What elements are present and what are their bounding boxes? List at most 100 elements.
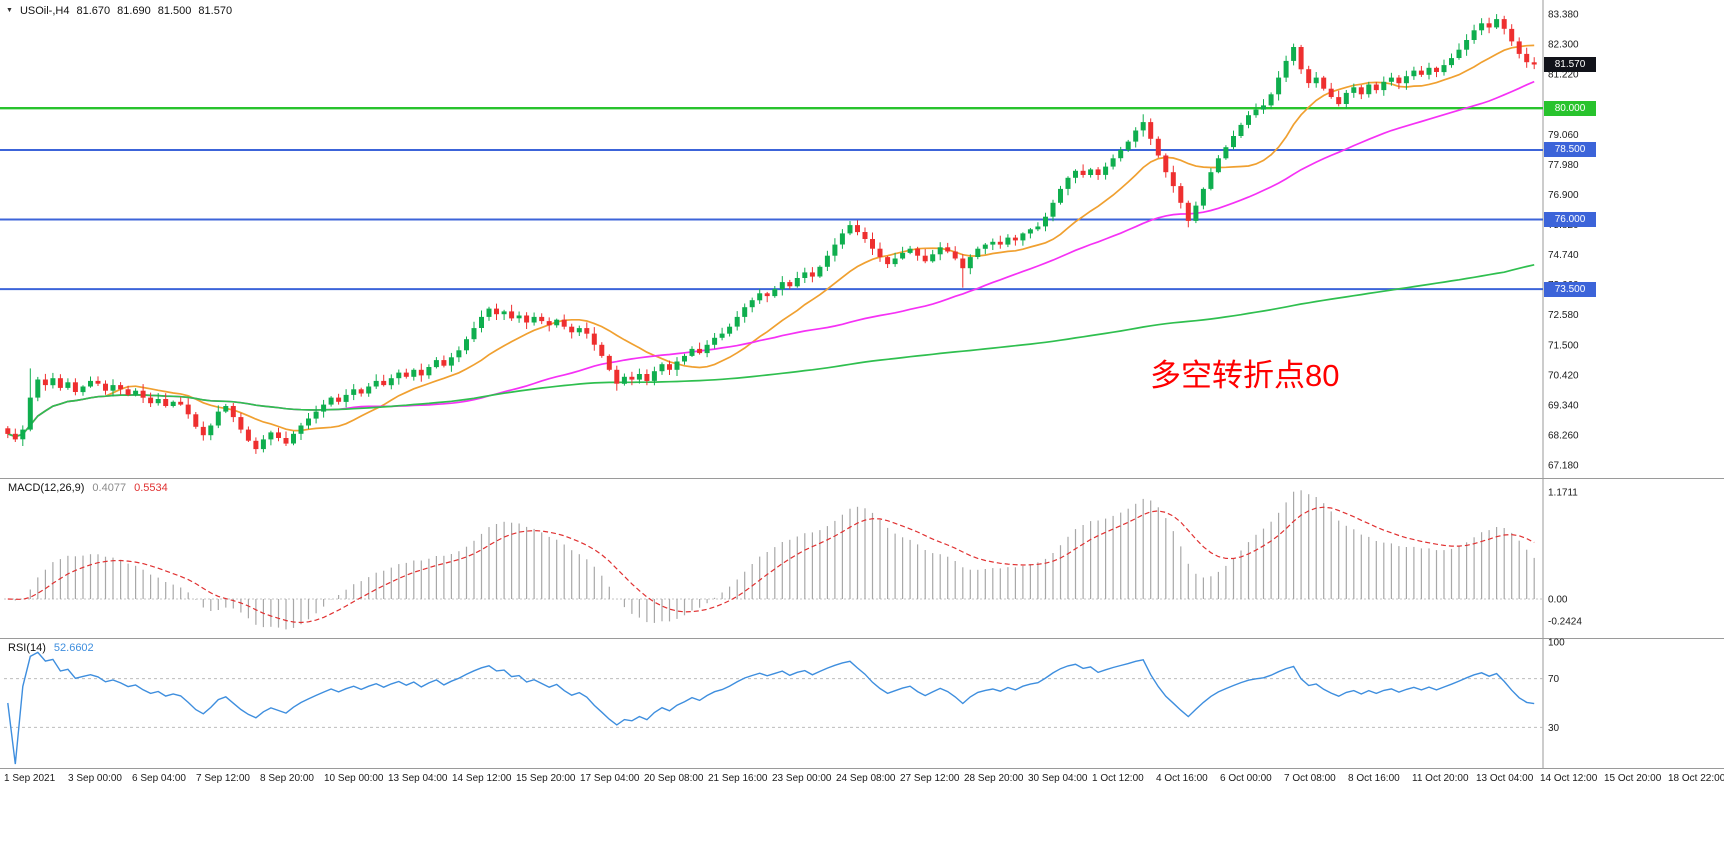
candle-body xyxy=(245,429,251,441)
candle-body xyxy=(1005,237,1011,245)
current-price-badge: 81.570 xyxy=(1544,56,1596,72)
candle-body xyxy=(42,379,48,386)
time-axis-label: 11 Oct 20:00 xyxy=(1412,773,1469,784)
candle-body xyxy=(471,328,477,340)
candle-body xyxy=(1238,124,1244,136)
candle-body xyxy=(1027,229,1033,234)
candle-body xyxy=(809,272,815,277)
candle-body xyxy=(1464,40,1470,50)
rsi-axis-label: 30 xyxy=(1548,723,1560,734)
candle-body xyxy=(441,360,447,366)
time-axis-label: 14 Sep 12:00 xyxy=(452,773,512,784)
candle-body xyxy=(118,385,124,390)
symbol-timeframe-label: USOil-,H4 xyxy=(19,5,70,17)
candle-body xyxy=(253,440,259,450)
candle-body xyxy=(1343,92,1349,104)
macd-main-value: 0.4077 xyxy=(92,482,127,494)
symbol-dropdown-icon[interactable]: ▼ xyxy=(6,6,13,14)
candle-body xyxy=(539,316,545,322)
candle-body xyxy=(1516,41,1522,54)
candle-body xyxy=(1509,28,1515,42)
candle-body xyxy=(291,433,296,444)
candle-body xyxy=(839,233,845,245)
candle-body xyxy=(1283,60,1289,78)
candle-body xyxy=(238,417,244,430)
candle-body xyxy=(313,411,319,419)
candle-body xyxy=(1148,122,1154,139)
candle-body xyxy=(1125,141,1131,150)
price-axis-label: 72.580 xyxy=(1548,310,1579,321)
candle-body xyxy=(584,328,590,334)
candle-body xyxy=(148,397,154,404)
candle-body xyxy=(388,378,394,386)
candle-body xyxy=(1095,169,1101,175)
rsi-value: 52.6602 xyxy=(53,642,94,654)
candle-body xyxy=(922,255,928,262)
candle-body xyxy=(546,321,552,326)
annotation-text[interactable]: 多空转折点80 xyxy=(1150,358,1340,393)
candle-body xyxy=(215,411,221,426)
candle-body xyxy=(1058,188,1063,203)
candle-body xyxy=(824,255,830,267)
candle-body xyxy=(1103,166,1109,175)
candle-body xyxy=(95,380,101,384)
candle-body xyxy=(1118,149,1124,159)
price-axis-label: 71.500 xyxy=(1548,340,1579,351)
candle-body xyxy=(20,429,26,440)
rsi-axis-label: 70 xyxy=(1548,674,1560,685)
candle-body xyxy=(411,369,417,377)
candle-body xyxy=(967,257,973,269)
candle-body xyxy=(1449,58,1454,66)
candle-body xyxy=(223,406,229,412)
candle-body xyxy=(659,364,665,372)
ohlc-open-value: 81.670 xyxy=(76,5,111,17)
candle-body xyxy=(1223,147,1229,159)
candle-body xyxy=(418,369,424,376)
time-axis-label: 14 Oct 12:00 xyxy=(1540,773,1598,784)
candle-body xyxy=(1494,19,1500,28)
candle-body xyxy=(12,433,18,440)
candle-body xyxy=(103,383,108,391)
candle-body xyxy=(1065,177,1071,189)
candle-body xyxy=(140,390,146,398)
candle-body xyxy=(479,316,484,328)
candle-body xyxy=(1231,136,1236,148)
price-axis-label: 69.340 xyxy=(1548,400,1579,411)
candle-body xyxy=(667,364,672,370)
candle-body xyxy=(674,361,680,370)
candle-body xyxy=(757,293,763,301)
candle-body xyxy=(351,389,357,395)
candle-body xyxy=(990,241,996,245)
candle-body xyxy=(494,308,499,315)
price-axis-label: 74.740 xyxy=(1548,250,1579,261)
candle-body xyxy=(1163,155,1169,173)
candle-body xyxy=(396,372,402,379)
candle-body xyxy=(336,397,342,402)
candle-body xyxy=(1020,233,1026,241)
time-axis-label: 30 Sep 04:00 xyxy=(1028,773,1088,784)
candle-body xyxy=(1381,81,1387,91)
candle-body xyxy=(328,397,334,405)
candle-body xyxy=(1358,87,1364,95)
macd-panel-label: MACD(12,26,9) 0.4077 0.5534 xyxy=(8,482,168,494)
hline-badge-1: 78.500 xyxy=(1544,142,1596,158)
candle-body xyxy=(945,247,951,252)
macd-axis-label: 0.00 xyxy=(1548,595,1568,606)
candle-body xyxy=(1396,77,1402,84)
candle-body xyxy=(501,311,507,315)
candle-body xyxy=(373,380,379,387)
candle-body xyxy=(155,399,161,404)
time-axis-label: 27 Sep 12:00 xyxy=(900,773,960,784)
time-axis-label: 3 Sep 00:00 xyxy=(68,773,122,784)
time-axis-label: 8 Sep 20:00 xyxy=(260,773,314,784)
candle-body xyxy=(516,315,522,319)
candle-body xyxy=(321,404,327,412)
time-axis-label: 23 Sep 00:00 xyxy=(772,773,832,784)
candle-body xyxy=(1434,67,1439,72)
candle-body xyxy=(27,397,33,430)
candle-body xyxy=(599,344,605,356)
time-axis-label: 18 Oct 22:00 xyxy=(1668,773,1724,784)
candle-body xyxy=(1366,84,1372,95)
candle-body xyxy=(937,247,943,255)
